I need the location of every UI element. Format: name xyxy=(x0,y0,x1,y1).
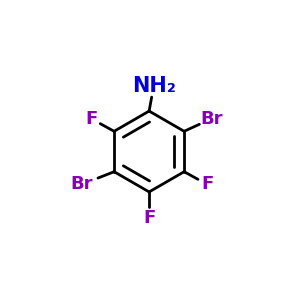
Text: F: F xyxy=(201,176,213,194)
Text: Br: Br xyxy=(201,110,223,128)
Text: F: F xyxy=(143,209,155,227)
Text: NH₂: NH₂ xyxy=(132,76,176,96)
Text: Br: Br xyxy=(70,176,93,194)
Text: F: F xyxy=(85,110,97,128)
